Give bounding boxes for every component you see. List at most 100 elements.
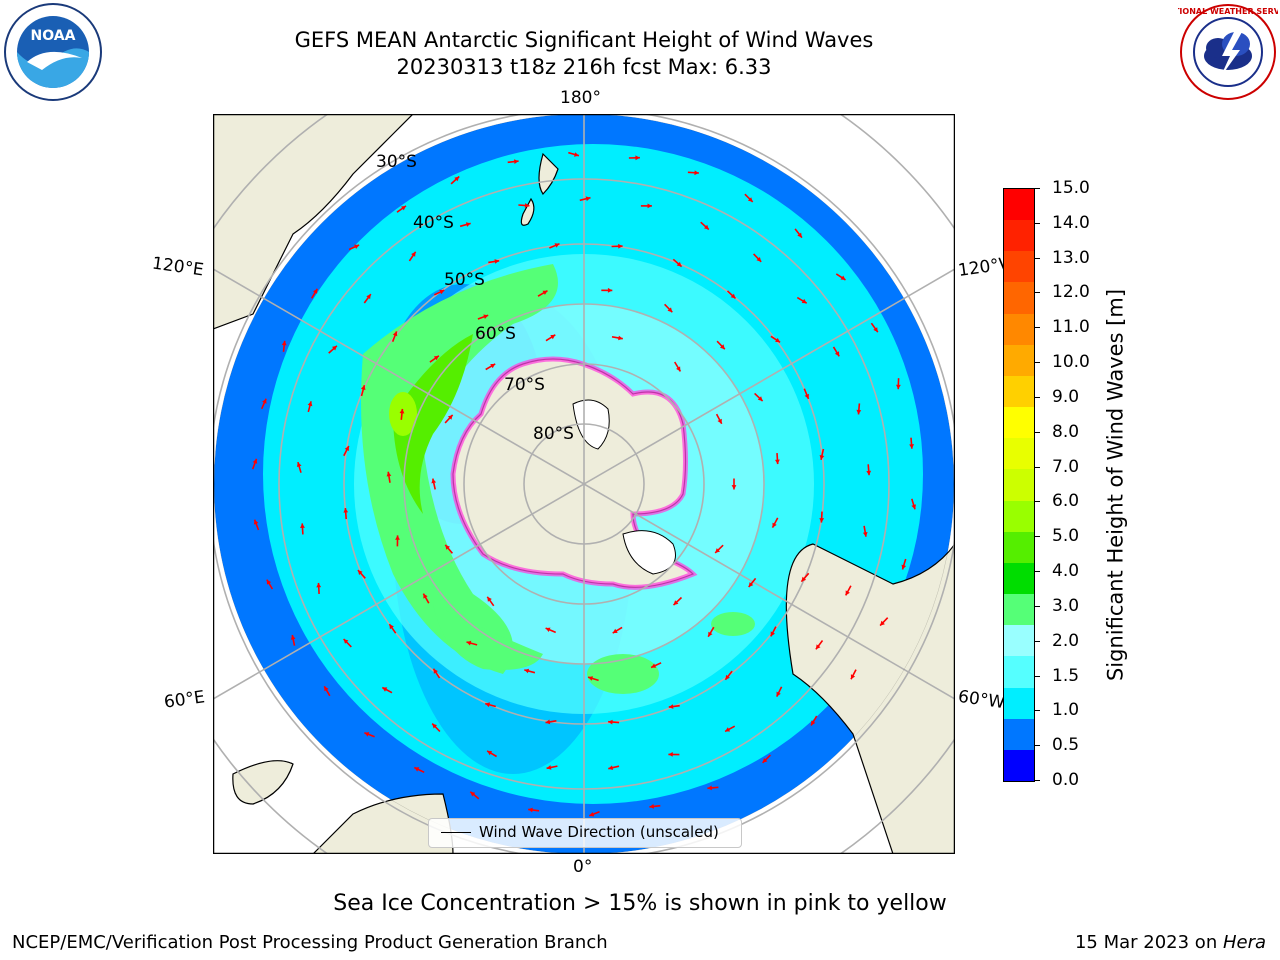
chart-subtitle: 20230313 t18z 216h fcst Max: 6.33 <box>396 55 772 79</box>
wave-arrow-head <box>253 519 259 525</box>
wave-arrow-head <box>715 548 720 553</box>
date-text: 15 Mar 2023 on Hera <box>1075 932 1266 953</box>
colorbar-segment <box>1004 718 1034 751</box>
colorbar-segment <box>1004 469 1034 502</box>
colorbar-segment <box>1004 438 1034 470</box>
wave-arrow-head <box>801 576 807 582</box>
wave-arrow-head <box>545 627 551 632</box>
colorbar-tick-label: 10.0 <box>1052 352 1090 373</box>
wave-arrow-head <box>651 663 657 668</box>
colorbar-tick-mark <box>1034 745 1040 747</box>
wave-arrow-head <box>673 600 679 606</box>
wave-arrow-head <box>856 409 862 415</box>
colorbar-tick-label: 11.0 <box>1052 317 1090 338</box>
wave-arrow-head <box>554 243 560 248</box>
graticule <box>213 114 955 854</box>
colorbar-segment <box>1004 189 1034 221</box>
wave-arrow-head <box>483 314 489 319</box>
colorbar-segment <box>1004 220 1034 252</box>
wave-arrow-head <box>574 152 579 157</box>
wave-arrow-head <box>332 345 337 351</box>
wave-arrow-head <box>423 593 428 599</box>
legend-line-sample <box>441 832 471 833</box>
colorbar-tick-mark <box>1034 780 1040 781</box>
wave-arrow-head <box>470 791 476 797</box>
wave-arrow-head <box>386 471 392 477</box>
colorbar-tick-mark <box>1034 431 1040 433</box>
nws-logo-text: NATIONAL WEATHER SERVICE <box>1178 7 1278 16</box>
colorbar-tick-label: 13.0 <box>1052 247 1090 268</box>
wave-arrow-head <box>819 518 825 523</box>
wave-arrow-head <box>354 244 360 249</box>
wave-arrow-head <box>589 812 595 817</box>
colorbar-tick-mark <box>1034 396 1040 398</box>
colorbar-tick-mark <box>1034 327 1040 329</box>
wave-direction-arrows <box>251 151 916 817</box>
colorbar-tick-mark <box>1034 188 1040 189</box>
colorbar-tick-label: 7.0 <box>1052 456 1080 477</box>
sea-ice-note: Sea Ice Concentration > 15% is shown in … <box>333 891 947 916</box>
lat-label-30s: 30°S <box>376 152 417 172</box>
colorbar-tick-label: 14.0 <box>1052 212 1090 233</box>
lat-label-60s: 60°S <box>475 324 516 344</box>
colorbar-tick-label: 9.0 <box>1052 386 1080 407</box>
lon-label-180: 180° <box>560 88 601 108</box>
chart-title: GEFS MEAN Antarctic Significant Height o… <box>294 28 874 52</box>
colorbar-segment <box>1004 656 1034 689</box>
colorbar-tick-mark <box>1034 605 1040 607</box>
wave-arrow-head <box>815 644 821 650</box>
wave-arrow-head <box>911 504 916 510</box>
wave-arrow-head <box>414 767 420 772</box>
colorbar-tick-mark <box>1034 640 1040 642</box>
colorbar-tick-mark <box>1034 466 1040 468</box>
nws-logo: NATIONAL WEATHER SERVICE <box>1178 4 1278 100</box>
wave-swell-west <box>361 264 558 674</box>
wave-arrow-head <box>720 344 725 350</box>
wave-arrow-head <box>313 288 318 294</box>
wave-arrow-head <box>490 363 496 369</box>
wave-arrow-head <box>717 418 722 424</box>
wave-arrow-head <box>649 804 654 809</box>
colorbar-segment <box>1004 407 1034 439</box>
wave-arrow-head <box>366 294 371 300</box>
lat-label-80s: 80°S <box>533 424 574 444</box>
wave-arrow-head <box>290 635 296 640</box>
colorbar-segment <box>1004 562 1034 595</box>
colorbar-tick-mark <box>1034 257 1040 259</box>
wave-arrow-head <box>514 159 519 164</box>
wave-arrow-head <box>585 196 591 202</box>
wave-arrow-head <box>772 522 777 528</box>
wave-arrow-head <box>775 459 780 465</box>
lon-label-60w: 60°W <box>956 686 1007 714</box>
wave-arrow-head <box>465 222 471 227</box>
wave-arrow-head <box>324 686 329 692</box>
wave-arrow-head <box>775 337 781 343</box>
colorbar-tick-mark <box>1034 501 1040 503</box>
colorbar-segment <box>1004 687 1034 720</box>
colorbar-tick-mark <box>1034 536 1040 538</box>
wave-arrow-head <box>618 243 623 249</box>
legend-label: Wind Wave Direction (unscaled) <box>479 823 719 841</box>
wave-arrow-head <box>343 639 349 644</box>
wave-arrow-head <box>840 275 846 280</box>
wave-arrow-head <box>612 628 618 634</box>
wave-arrow-head <box>382 687 388 692</box>
colorbar-segment <box>1004 313 1034 346</box>
wave-arrow-head <box>776 691 781 697</box>
madagascar <box>232 760 294 805</box>
wave-arrow-head <box>901 564 907 570</box>
wave-arrow-head <box>296 462 302 467</box>
colorbar-tick-label: 8.0 <box>1052 421 1080 442</box>
wave-arrow-head <box>487 750 493 756</box>
lon-label-0: 0° <box>573 857 593 877</box>
wave-arrow-head <box>252 458 258 464</box>
wave-arrow-head <box>676 261 682 267</box>
wave-arrow-head <box>433 355 439 361</box>
colorbar-segment <box>1004 749 1034 782</box>
lon-label-60e: 60°E <box>162 687 207 713</box>
wave-arrow-head <box>707 785 712 791</box>
wave-arrow-head <box>433 668 438 674</box>
colorbar-tick-mark <box>1034 675 1040 677</box>
noaa-logo: NOAA <box>4 3 102 101</box>
wave-arrow-head <box>762 758 768 763</box>
